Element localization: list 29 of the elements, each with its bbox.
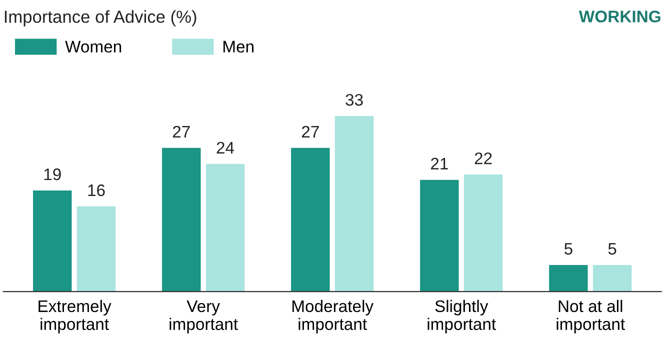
bar [162,148,201,292]
data-label: 5 [608,243,616,255]
bar [592,264,632,292]
bar [291,148,330,292]
legend-label: Women [65,40,122,53]
data-label: 19 [44,168,61,180]
data-label: 33 [346,94,363,106]
data-label: 22 [474,152,492,164]
x-tick-label: Moderately important [292,300,374,334]
bar [334,116,374,292]
chart-title: Importance of Advice (%) [4,10,196,26]
bar [206,164,245,292]
legend-label: Men [223,40,254,53]
bar [549,264,588,292]
text: WORKING [578,10,660,22]
data-label: 27 [302,126,319,138]
bar [33,190,72,292]
x-tick-label: Not at all important [556,300,625,334]
bar [420,180,459,292]
x-tick-label: Very important [170,300,238,334]
data-label: 16 [88,184,105,196]
data-label: 27 [172,126,190,138]
x-tick-label: Extremely important [38,300,112,334]
x-tick-label: Slightly important [428,300,496,334]
bar [76,206,116,292]
data-label: 21 [430,158,448,170]
data-label: 24 [216,142,234,154]
data-label: 5 [564,243,572,255]
bar [464,174,503,292]
